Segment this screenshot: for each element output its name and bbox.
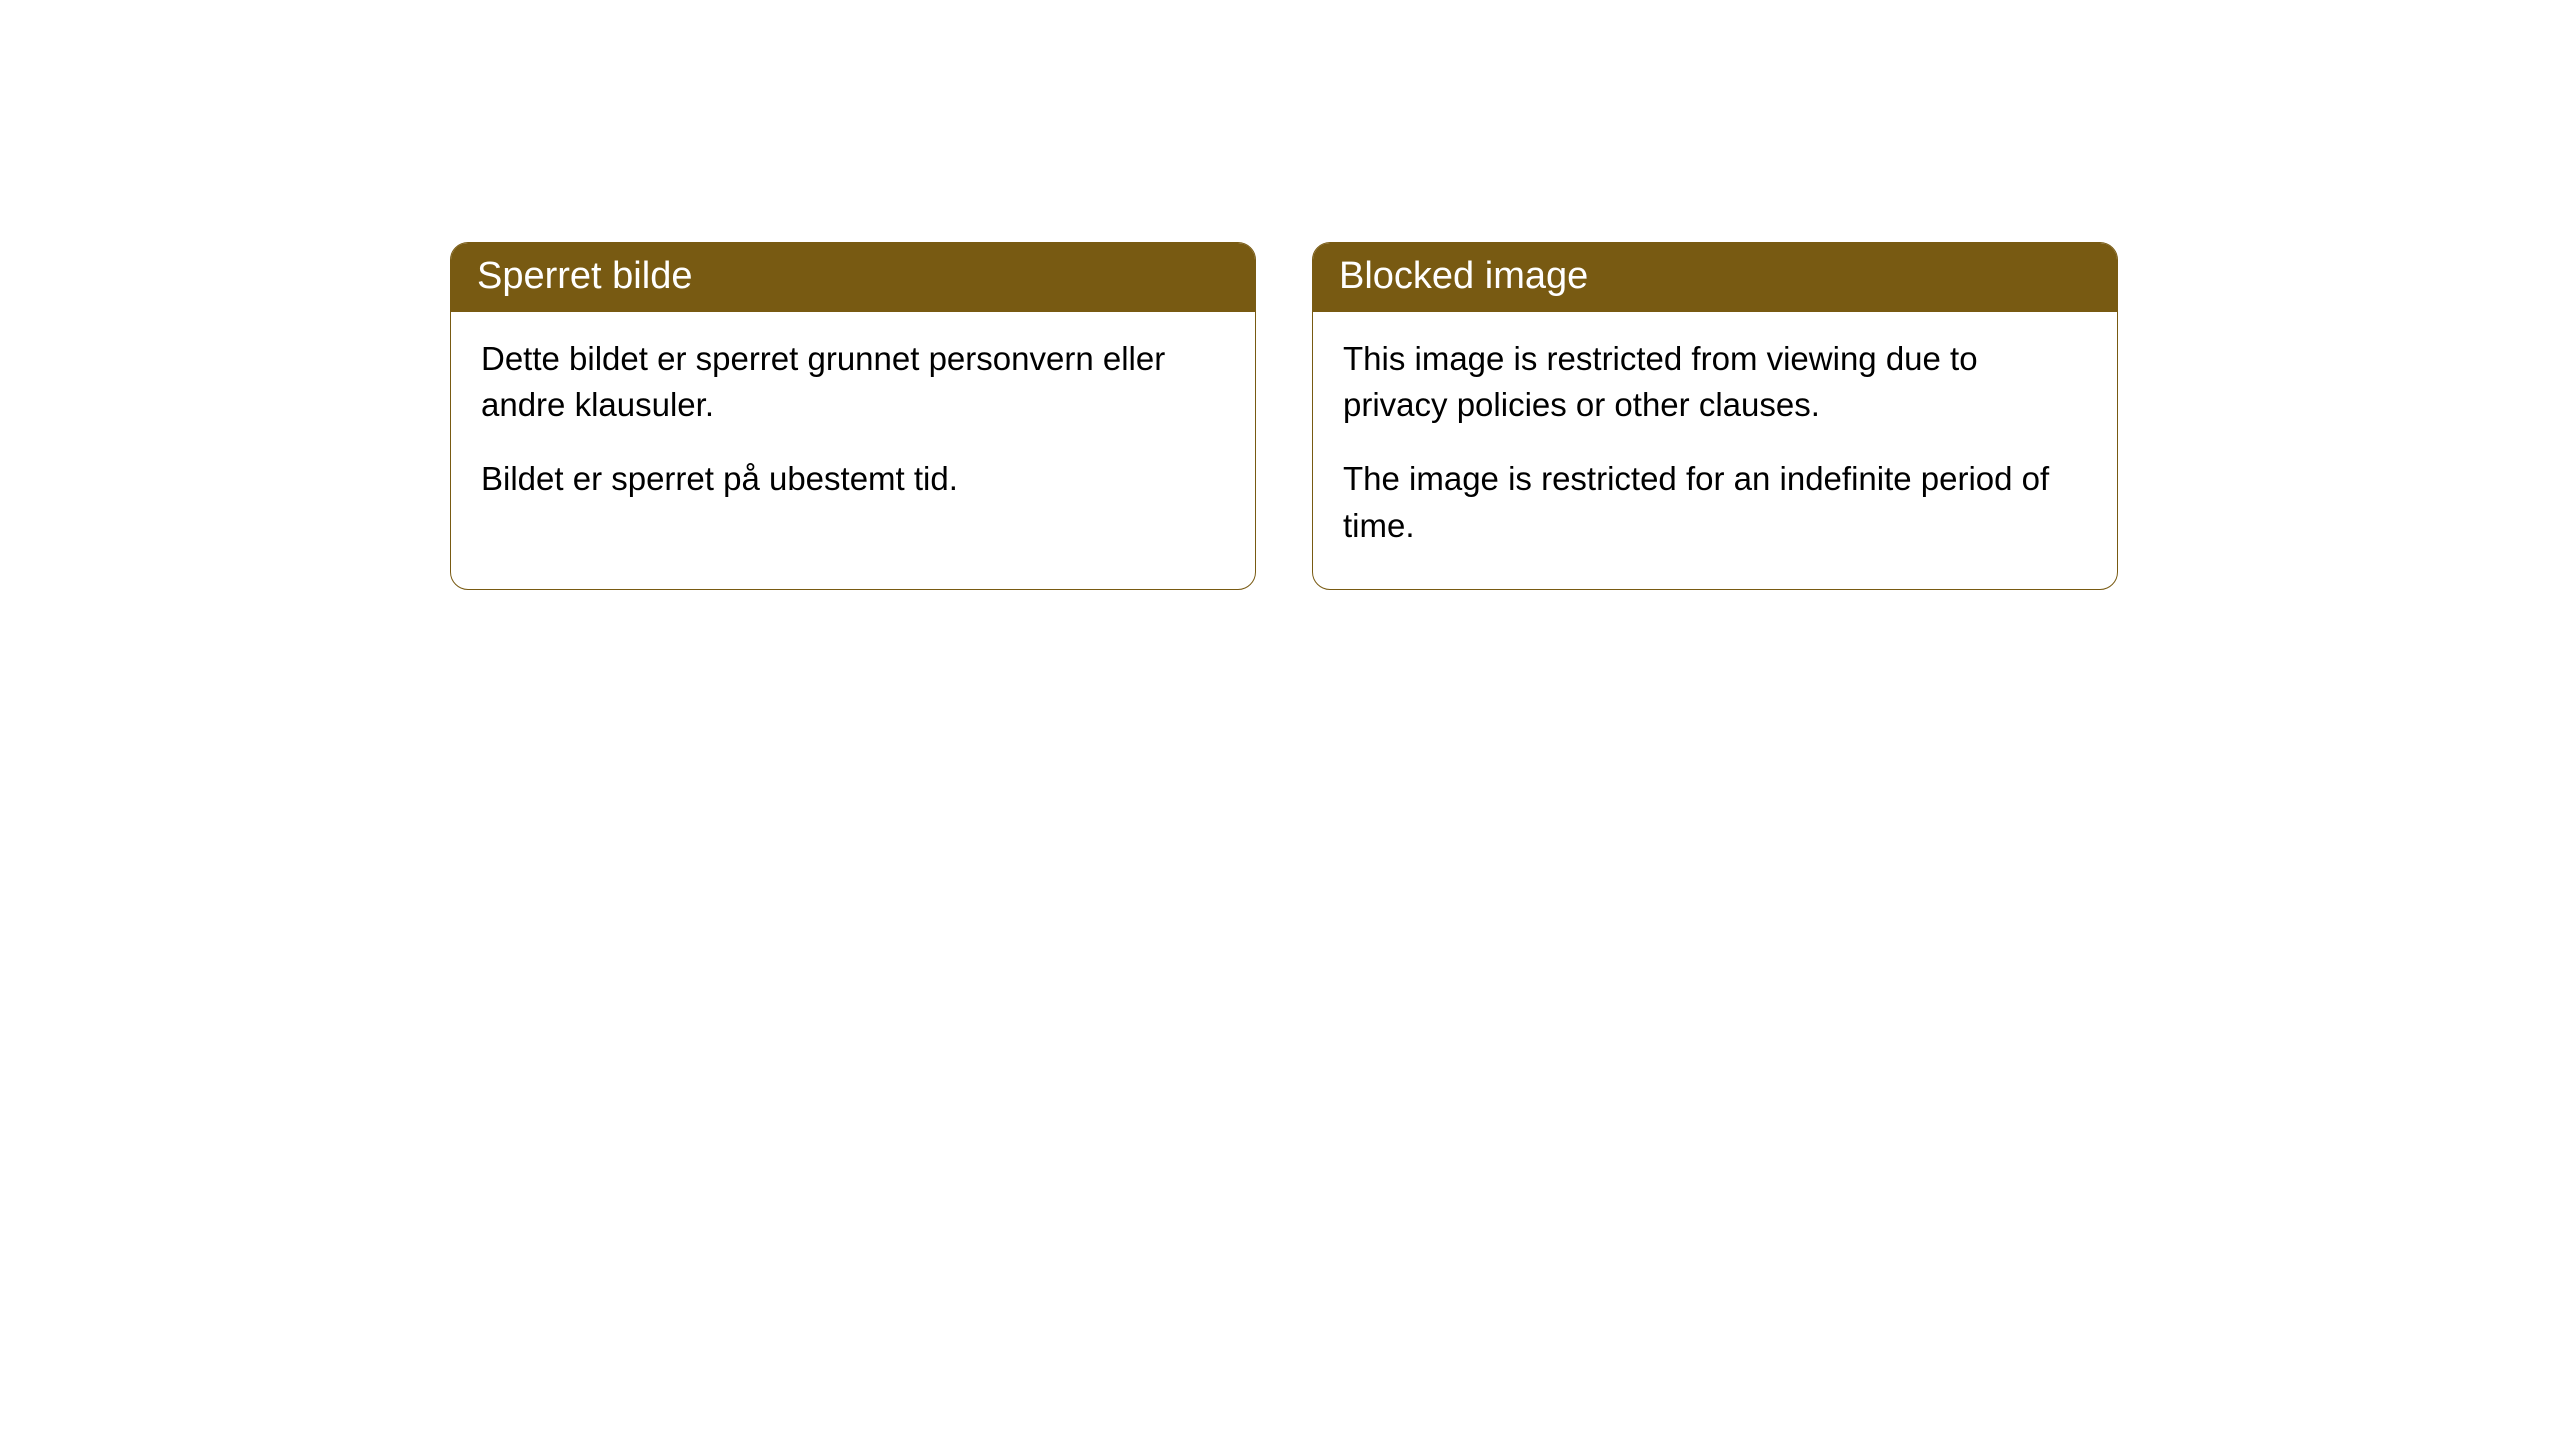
notice-paragraph: Dette bildet er sperret grunnet personve… <box>481 336 1225 428</box>
notice-card-en: Blocked image This image is restricted f… <box>1312 242 2118 590</box>
notice-card-body: This image is restricted from viewing du… <box>1313 312 2117 589</box>
notice-paragraph: This image is restricted from viewing du… <box>1343 336 2087 428</box>
notice-paragraph: Bildet er sperret på ubestemt tid. <box>481 456 1225 502</box>
notice-paragraph: The image is restricted for an indefinit… <box>1343 456 2087 548</box>
notice-container: Sperret bilde Dette bildet er sperret gr… <box>450 242 2118 590</box>
notice-card-title: Sperret bilde <box>451 243 1255 312</box>
notice-card-no: Sperret bilde Dette bildet er sperret gr… <box>450 242 1256 590</box>
notice-card-title: Blocked image <box>1313 243 2117 312</box>
notice-card-body: Dette bildet er sperret grunnet personve… <box>451 312 1255 543</box>
